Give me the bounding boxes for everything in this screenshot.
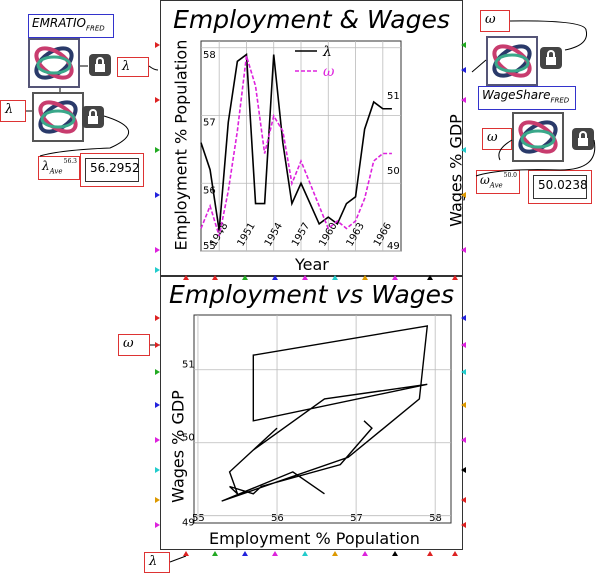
omega-logo[interactable] <box>512 112 564 162</box>
omega-ave-sup: 50.0 <box>503 172 517 179</box>
plot1-ytick-left-label: 56 <box>203 185 216 196</box>
plot2-title: Employment vs Wages <box>168 280 455 309</box>
lambda-input-variable[interactable]: λ <box>0 100 26 122</box>
lambda-ave-sup: 56.3 <box>63 158 77 165</box>
emp-source-sub: FRED <box>85 24 105 33</box>
plot2-ytick-label: 51 <box>182 360 195 371</box>
fred-logo-icon <box>492 44 532 78</box>
plot1-xtick-label: 1951 <box>236 221 258 249</box>
plot1-series-line <box>200 55 392 237</box>
fred-logo-icon <box>518 120 558 154</box>
plot2-frame <box>193 314 452 524</box>
plot1-ytick-right-label: 49 <box>387 241 400 252</box>
port-marker <box>302 551 308 556</box>
port-marker <box>362 551 368 556</box>
plot2-canvas: 55 56 57 58 49 50 51 <box>182 314 452 529</box>
port-marker <box>212 551 218 556</box>
port-marker <box>392 551 398 556</box>
omega-ave-value: 50.0238 <box>533 175 588 199</box>
omega-input-variable[interactable]: ω <box>482 128 512 150</box>
omega-side-variable[interactable]: ω <box>118 334 150 356</box>
omega-side-symbol: ω <box>123 336 134 351</box>
omega-ave-display: 50.0238 <box>528 170 592 204</box>
omega-top-symbol: ω <box>485 12 496 27</box>
lambda-logo[interactable] <box>32 92 84 142</box>
plot1-ytick-left-label: 58 <box>203 50 216 61</box>
plot2-xtick-label: 55 <box>192 513 205 524</box>
plot1-ytick-right-label: 51 <box>387 91 400 102</box>
plot1-ytick-left-label: 57 <box>203 118 216 129</box>
wire <box>471 59 487 73</box>
lambda-bottom-variable[interactable]: λ <box>144 552 170 573</box>
wage-source-label[interactable]: WageShareFRED <box>478 86 576 110</box>
plot1-xlabel: Year <box>295 255 329 274</box>
omega-ave-sub: Ave <box>489 181 503 190</box>
plot2-series-line <box>221 325 429 502</box>
plot1-xtick-label: 1960 <box>317 221 339 249</box>
omega-ave-label[interactable]: ωAve 50.0 <box>476 170 520 194</box>
plot1-ytick-right-label: 50 <box>387 166 400 177</box>
emp-source-name: EMRATIO <box>32 16 86 30</box>
plot1-canvas: 1948 1951 1954 1957 1960 1963 1966555657584950… <box>200 40 402 252</box>
plot2-xlabel: Employment % Population <box>209 529 420 548</box>
lambda-ave-display: 56.2952 <box>80 153 144 187</box>
emp-source-logo[interactable] <box>28 38 80 88</box>
plot1-xtick-label: 1954 <box>263 221 285 249</box>
port-marker <box>427 551 433 556</box>
plot1-legend-label: λ <box>322 44 332 60</box>
plot2-xtick-label: 57 <box>350 513 363 524</box>
port-marker <box>242 551 248 556</box>
lock-icon[interactable] <box>572 128 594 150</box>
plot1-legend-label: ω <box>323 64 335 80</box>
wage-source-logo[interactable] <box>486 36 538 86</box>
plot2-ytick-label: 49 <box>182 518 195 529</box>
wage-source-name: WageShare <box>482 88 551 102</box>
fred-logo-icon <box>38 100 78 134</box>
omega-top-variable[interactable]: ω <box>480 10 510 32</box>
plot1-title: Employment & Wages <box>173 5 450 34</box>
lambda-ave-label[interactable]: λAve 56.3 <box>38 156 80 180</box>
plot2-xtick-label: 58 <box>429 513 442 524</box>
wage-source-sub: FRED <box>550 96 570 105</box>
omega-input-symbol: ω <box>487 130 498 145</box>
plot1-xtick-label: 1963 <box>345 221 367 249</box>
employment-vs-wages-plot[interactable]: Employment vs Wages Employment % Populat… <box>160 276 463 550</box>
lambda-ave-value: 56.2952 <box>85 158 140 182</box>
port-marker <box>332 551 338 556</box>
emp-output-symbol: λ <box>122 59 131 74</box>
lock-icon[interactable] <box>82 106 104 128</box>
wire <box>169 555 187 563</box>
plot2-ytick-label: 50 <box>182 433 195 444</box>
lambda-ave-symbol: λ <box>42 159 50 173</box>
lambda-bottom-symbol: λ <box>149 554 158 569</box>
plot1-xtick-label: 1957 <box>290 221 312 249</box>
port-marker <box>272 551 278 556</box>
wire <box>148 65 159 71</box>
lock-icon[interactable] <box>540 47 562 69</box>
fred-logo-icon <box>34 46 74 80</box>
port-marker <box>452 551 458 556</box>
lock-icon[interactable] <box>89 54 111 76</box>
lambda-ave-sub: Ave <box>49 167 63 176</box>
plot1-series-line <box>200 53 392 231</box>
plot1-ytick-left-label: 55 <box>203 241 216 252</box>
lambda-input-symbol: λ <box>5 102 14 117</box>
emp-output-variable[interactable]: λ <box>117 57 149 77</box>
port-marker <box>183 551 189 556</box>
omega-ave-symbol: ω <box>480 173 490 187</box>
employment-wages-plot[interactable]: Employment & Wages Year Employment % Pop… <box>160 0 466 276</box>
emp-source-label[interactable]: EMRATIOFRED <box>28 14 114 38</box>
plot2-xtick-label: 56 <box>271 513 284 524</box>
